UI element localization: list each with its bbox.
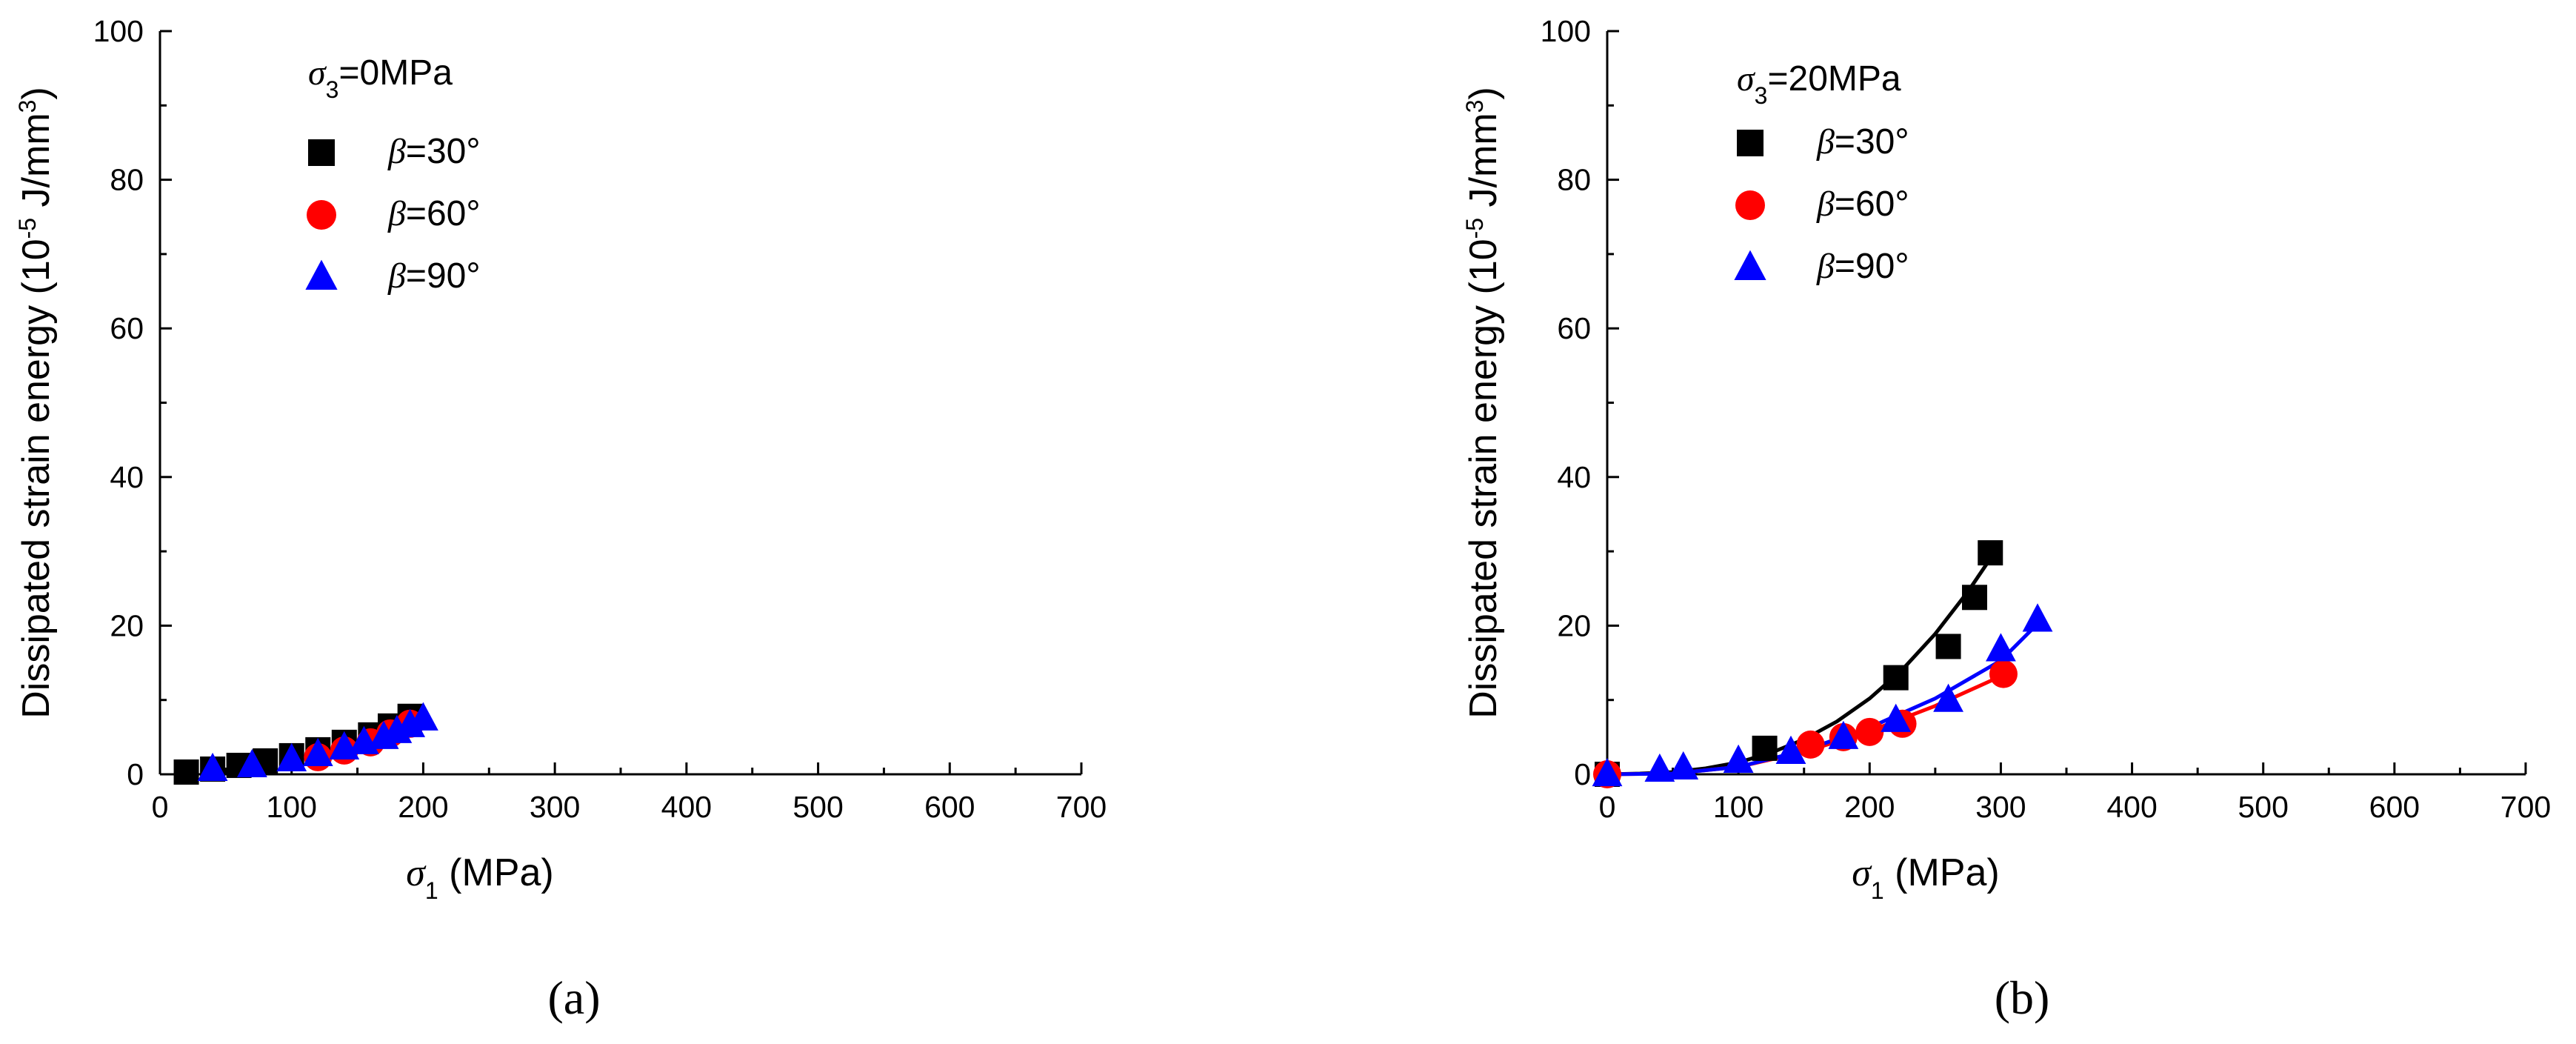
legend-marker	[305, 259, 338, 290]
legend-label: β=60°	[1816, 184, 1909, 224]
data-point	[1668, 751, 1699, 780]
data-point	[1883, 665, 1909, 691]
legend-a: σ3=0MPa β=30° β=60° β=90°	[305, 53, 481, 296]
data-point	[1644, 753, 1675, 782]
data-point	[1723, 744, 1754, 774]
y-tick-label: 0	[1574, 757, 1591, 791]
y-tick-label: 0	[127, 757, 144, 791]
x-tick-label: 700	[1056, 790, 1107, 824]
legend-marker	[1734, 250, 1766, 281]
x-tick-label: 600	[2369, 790, 2420, 824]
y-tick-label: 60	[1557, 311, 1591, 345]
x-tick-label: 100	[267, 790, 317, 824]
legend-marker	[1737, 130, 1764, 156]
data-point	[1933, 683, 1963, 712]
data-point	[197, 752, 228, 782]
x-tick-label: 100	[1713, 790, 1764, 824]
x-tick-label: 0	[1599, 790, 1616, 824]
legend-label: β=30°	[1816, 122, 1909, 162]
data-point	[1775, 735, 1806, 764]
x-tick-label: 200	[1844, 790, 1895, 824]
fit-curve	[1606, 619, 2042, 777]
data-point	[1881, 703, 1912, 732]
data-point	[1986, 633, 2016, 662]
y-tick-label: 20	[1557, 608, 1591, 642]
x-tick-label: 0	[152, 790, 169, 824]
y-tick-label: 100	[1541, 14, 1591, 48]
x-tick-label: 500	[793, 790, 843, 824]
caption-a: (a)	[547, 971, 600, 1024]
legend-marker	[307, 200, 336, 230]
legend-label: β=30°	[387, 132, 481, 171]
x-tick-label: 400	[2106, 790, 2157, 824]
x-tick-label: 700	[2500, 790, 2551, 824]
data-point	[1752, 735, 1778, 761]
x-tick-label: 400	[661, 790, 712, 824]
x-axis-label-b: σ1 (MPa)	[1852, 851, 1999, 904]
panel-a: σ3=0MPa β=30° β=60° β=90° σ1 (MPa) Dissipa…	[14, 14, 1107, 1024]
x-tick-label: 500	[2238, 790, 2289, 824]
y-tick-label: 40	[1557, 460, 1591, 494]
y-tick-label: 40	[110, 460, 144, 494]
legend-marker	[1735, 190, 1765, 220]
y-tick-label: 80	[1557, 163, 1591, 197]
legend-title-b: σ3=20MPa	[1737, 59, 1901, 109]
y-axis-label-b: Dissipated strain energy (10-5 J/mm3)	[1461, 87, 1505, 719]
data-point	[302, 737, 333, 766]
x-tick-label: 300	[1975, 790, 2026, 824]
data-point	[1989, 659, 2018, 688]
data-point	[237, 748, 267, 778]
legend-b: σ3=20MPa β=30° β=60° β=90°	[1734, 59, 1909, 286]
y-axis-label-a: Dissipated strain energy (10-5 J/mm3)	[14, 87, 58, 719]
data-point	[173, 759, 199, 785]
data-point	[1796, 730, 1825, 759]
x-tick-label: 600	[924, 790, 975, 824]
y-tick-label: 20	[110, 608, 144, 642]
legend-label: β=90°	[387, 256, 481, 296]
y-tick-label: 80	[110, 163, 144, 197]
data-point	[1855, 717, 1884, 746]
legend-label: β=90°	[1816, 247, 1909, 286]
y-tick-label: 100	[93, 14, 144, 48]
data-point	[1978, 540, 2003, 566]
caption-b: (b)	[1995, 971, 2050, 1024]
legend-marker	[308, 139, 335, 166]
legend-label: β=60°	[387, 194, 481, 233]
legend-title-a: σ3=0MPa	[308, 53, 453, 103]
x-tick-label: 300	[530, 790, 580, 824]
data-point	[1962, 585, 1987, 611]
panel-b: σ3=20MPa β=30° β=60° β=90° σ1 (MPa) Dissip…	[1461, 14, 2551, 1024]
data-point	[2022, 603, 2053, 632]
x-tick-label: 200	[398, 790, 448, 824]
data-point	[408, 702, 438, 731]
x-axis-label-a: σ1 (MPa)	[406, 851, 553, 904]
data-point	[1935, 634, 1961, 659]
data-point	[1828, 720, 1859, 749]
data-point	[1592, 757, 1623, 787]
data-point	[276, 742, 307, 772]
y-tick-label: 60	[110, 311, 144, 345]
